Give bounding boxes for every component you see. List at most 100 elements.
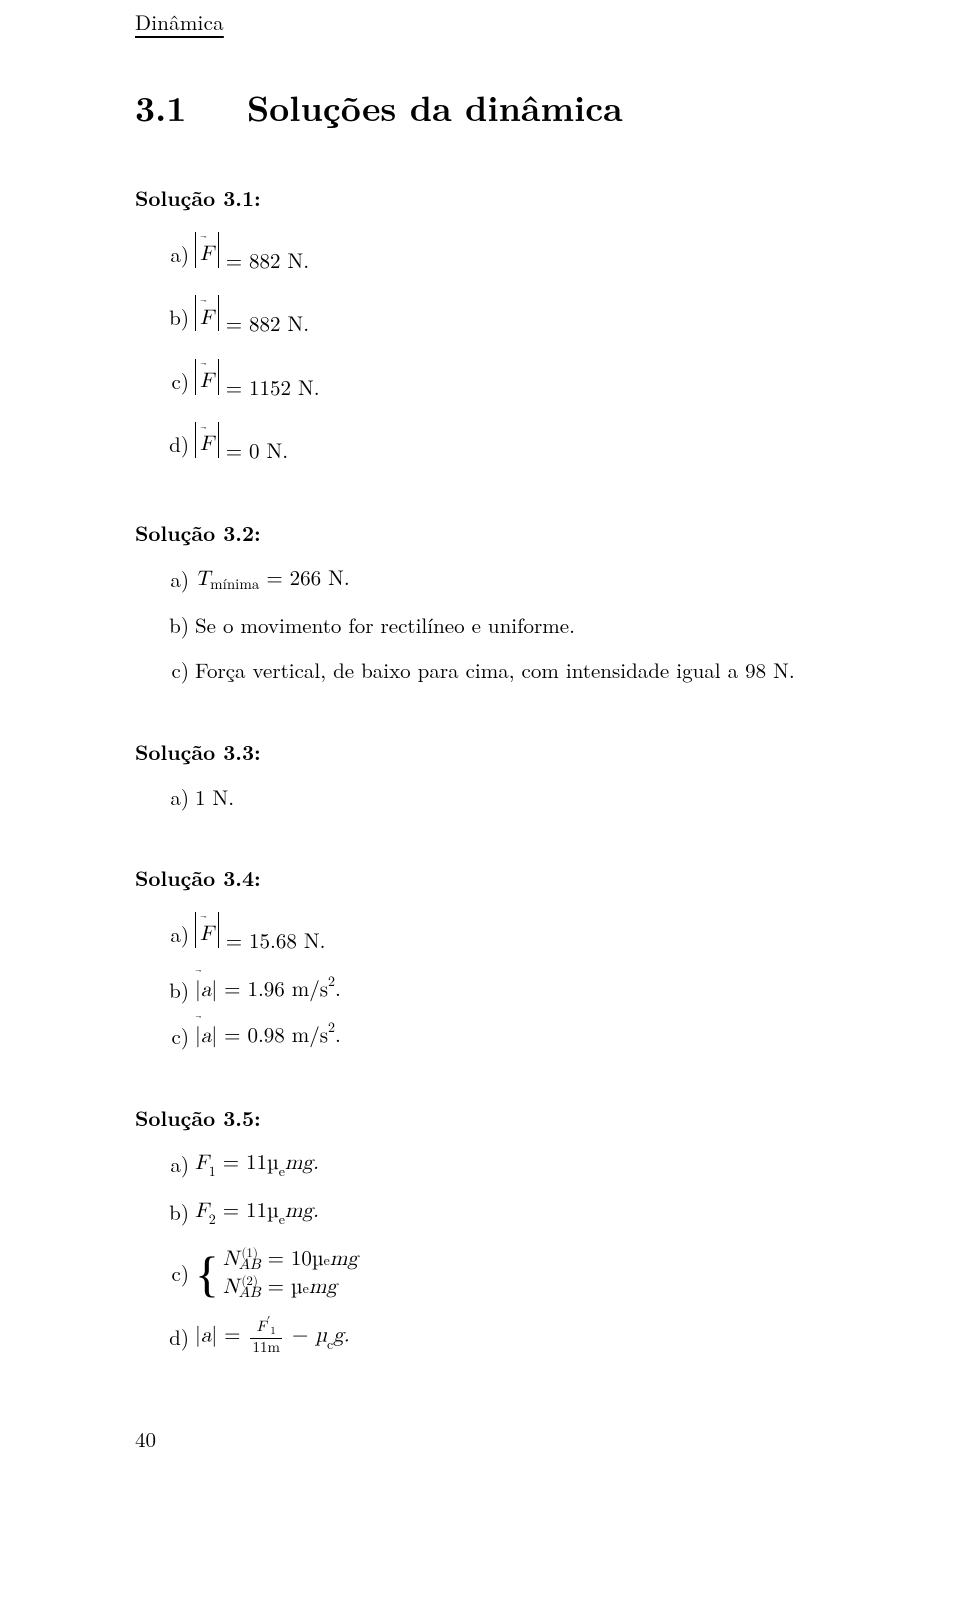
item-label: c) [155, 1022, 195, 1051]
item-label: c) [155, 656, 195, 685]
mu: µ [315, 1326, 327, 1347]
math-expr: F1 = 11µemg. [195, 1149, 319, 1181]
sup-sub-stack: (1)AB [239, 1248, 261, 1272]
case-line: N(1)AB = 10µemg [223, 1247, 358, 1273]
list-item: b) Se o movimento for rectilíneo e unifo… [155, 611, 850, 640]
list-item: a) Tmínima = 266 N. [155, 565, 850, 595]
solution-title-3-2: Solução 3.2: [135, 519, 850, 548]
fraction-denominator: 11m [250, 1340, 282, 1355]
var-F: F [195, 1201, 209, 1222]
vector-norm-F: ⃗F [195, 359, 219, 395]
list-item: c) |⃗a| = 0.98 m/s2. [155, 1021, 850, 1051]
vector-norm-F: ⃗F [195, 232, 219, 268]
section-number: 3.1 [135, 82, 186, 132]
subscript-text: mínima [210, 577, 259, 592]
abs-close-and-value: | = 1.96 m/s [211, 980, 328, 1001]
item-label: b) [155, 976, 195, 1005]
var-a: a [201, 1326, 212, 1347]
solution-title-3-3: Solução 3.3: [135, 738, 850, 767]
tail-text: mg [309, 1275, 337, 1301]
vector-a: ⃗a [201, 1026, 212, 1047]
item-label: d) [155, 430, 195, 459]
sup-sub-stack: (2)AB [239, 1276, 261, 1300]
math-expr: Tmínima = 266 N. [195, 565, 350, 595]
math-expr: |⃗a| = 1.96 m/s2. [195, 975, 341, 1005]
fraction-numerator: F′1 [255, 1319, 278, 1337]
prime-icon: ′ [267, 1316, 271, 1328]
eq-sign: = [217, 1326, 247, 1347]
subscript: e [303, 1281, 309, 1299]
item-label: a) [155, 565, 195, 594]
tail-text: mg. [285, 1153, 319, 1174]
page-number: 40 [135, 1425, 850, 1454]
rhs-text: = 15.68 N. [226, 932, 326, 953]
math-expr: |⃗a| = 0.98 m/s2. [195, 1021, 341, 1051]
rhs-text: = 1152 N. [226, 379, 320, 400]
superscript: 2 [328, 975, 335, 989]
list-item: c) Força vertical, de baixo para cima, c… [155, 656, 850, 685]
list-item: b) F2 = 11µemg. [155, 1197, 850, 1229]
math-expr: F2 = 11µemg. [195, 1197, 319, 1229]
vector-norm-F: ⃗F [195, 912, 219, 948]
item-label: a) [155, 920, 195, 949]
rhs-text: = 882 N. [226, 252, 309, 273]
vector-letter: F [200, 310, 214, 329]
rhs-text: = 11µ [216, 1201, 279, 1222]
subscript: 1 [270, 1326, 276, 1337]
item-label: b) [155, 611, 195, 640]
list-item: b) |⃗a| = 1.96 m/s2. [155, 975, 850, 1005]
page-container: Dinâmica 3.1 Soluções da dinâmica Soluçã… [0, 0, 960, 1495]
solution-3-3-items: a) 1 N. [155, 783, 850, 812]
period: . [335, 980, 341, 1001]
list-item: a) 1 N. [155, 783, 850, 812]
var-T: T [195, 569, 210, 590]
math-expr: ⃗F = 882 N. [195, 295, 309, 340]
rhs-text: = 10µ [268, 1247, 324, 1273]
math-expr: ⃗F = 15.68 N. [195, 912, 325, 957]
item-label: a) [155, 1150, 195, 1179]
list-item: b) ⃗F = 882 N. [155, 295, 850, 340]
vector-letter: F [200, 246, 214, 265]
solution-title-3-4: Solução 3.4: [135, 864, 850, 893]
subscript: e [324, 1253, 330, 1271]
subscript: e [279, 1165, 285, 1179]
item-text: 1 N. [195, 783, 234, 812]
section-title: 3.1 Soluções da dinâmica [135, 83, 850, 132]
tail-text: mg. [285, 1201, 319, 1222]
rhs-text: = 0 N. [226, 442, 288, 463]
rhs-text: = 266 N. [259, 569, 349, 590]
brace-icon: { [195, 1254, 219, 1294]
subscript: 1 [209, 1165, 216, 1179]
tail-text: g. [333, 1326, 349, 1347]
list-item: d) ⃗F = 0 N. [155, 422, 850, 467]
solution-title-3-5: Solução 3.5: [135, 1104, 850, 1133]
rhs-text: = 882 N. [226, 315, 309, 336]
vector-letter: F [200, 436, 214, 455]
section-heading: Soluções da dinâmica [247, 82, 623, 132]
list-item: a) ⃗F = 882 N. [155, 232, 850, 277]
abs-close-and-value: | = 0.98 m/s [211, 1026, 328, 1047]
fraction-bar [250, 1338, 282, 1339]
solution-3-1-items: a) ⃗F = 882 N. b) ⃗F = 882 N. [155, 232, 850, 468]
item-text: Força vertical, de baixo para cima, com … [195, 656, 795, 685]
var-N: N [223, 1247, 239, 1273]
vector-norm-F: ⃗F [195, 422, 219, 458]
item-label: c) [155, 367, 195, 396]
list-item: c) { N(1)AB = 10µemg N(2)AB = µemg [155, 1247, 850, 1302]
vector-letter: F [200, 373, 214, 392]
rhs-text: = 11µ [216, 1153, 279, 1174]
list-item: a) ⃗F = 15.68 N. [155, 912, 850, 957]
rhs-text: = µ [268, 1275, 303, 1301]
cases-lines: N(1)AB = 10µemg N(2)AB = µemg [223, 1247, 358, 1302]
list-item: c) ⃗F = 1152 N. [155, 359, 850, 404]
math-expr: ⃗F = 882 N. [195, 232, 309, 277]
subscript: AB [239, 1259, 261, 1272]
math-expr: ⃗F = 1152 N. [195, 359, 320, 404]
item-text: Se o movimento for rectilíneo e uniforme… [195, 611, 575, 640]
vector-letter: F [200, 926, 214, 945]
item-label: b) [155, 303, 195, 332]
item-label: d) [155, 1323, 195, 1352]
case-line: N(2)AB = µemg [223, 1275, 358, 1301]
item-label: a) [155, 783, 195, 812]
vector-a: ⃗a [201, 980, 212, 1001]
